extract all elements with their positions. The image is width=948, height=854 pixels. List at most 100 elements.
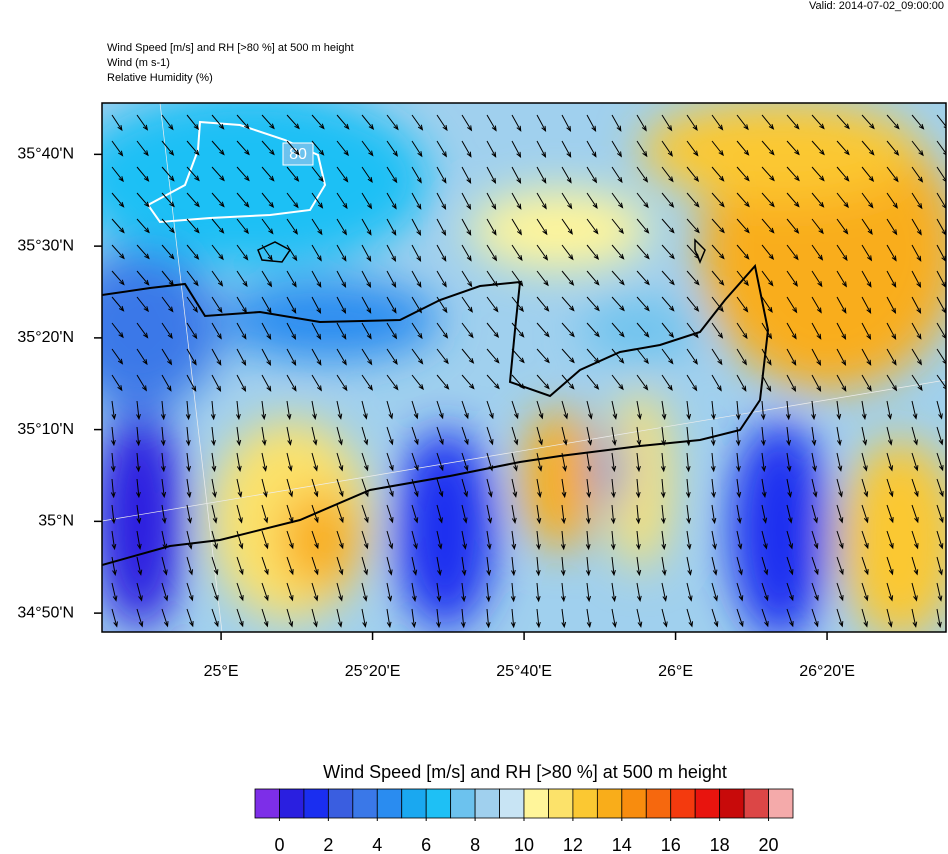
wind-arrow xyxy=(911,270,922,288)
wind-arrow xyxy=(161,348,173,366)
wind-arrow xyxy=(161,166,175,182)
wind-arrow xyxy=(136,504,142,525)
wind-arrow xyxy=(286,608,294,628)
wind-arrow xyxy=(836,296,847,314)
wind-arrow xyxy=(361,322,372,340)
wind-arrow xyxy=(811,530,819,550)
wind-arrow xyxy=(436,348,449,365)
wind-arrow xyxy=(611,582,617,603)
wind-arrow xyxy=(361,296,372,314)
wind-arrow xyxy=(536,530,541,551)
wind-arrow xyxy=(710,452,716,473)
wind-arrow xyxy=(636,140,648,158)
wind-arrow xyxy=(461,400,469,420)
wind-arrow xyxy=(886,218,898,236)
wind-arrow xyxy=(361,218,372,236)
wind-arrow xyxy=(786,530,794,550)
wind-arrow xyxy=(361,192,373,210)
wind-arrow xyxy=(561,140,572,158)
wind-arrow xyxy=(886,582,894,602)
wind-arrow xyxy=(536,322,550,338)
wind-arrow xyxy=(261,608,269,628)
wind-arrow xyxy=(511,452,518,472)
wind-arrow xyxy=(411,114,424,131)
wind-arrow xyxy=(236,348,247,366)
wind-arrow xyxy=(510,582,516,603)
wind-arrow xyxy=(436,582,442,603)
wind-arrow xyxy=(211,322,222,340)
wind-arrow xyxy=(436,166,447,184)
wind-arrow xyxy=(486,504,493,524)
wind-arrow xyxy=(136,296,149,313)
wind-arrow xyxy=(461,166,472,184)
wind-arrow xyxy=(711,556,718,576)
wind-arrow xyxy=(611,114,622,132)
wind-arrow xyxy=(711,296,724,313)
wind-arrow xyxy=(936,608,942,628)
wind-arrow xyxy=(661,270,675,286)
wind-arrow xyxy=(161,218,175,234)
wind-arrow xyxy=(386,452,394,472)
wind-arrow xyxy=(236,400,241,421)
wind-arrow xyxy=(886,270,897,288)
wind-arrow xyxy=(286,166,300,182)
wind-arrow xyxy=(561,244,574,261)
wind-arrow xyxy=(286,218,298,235)
wind-arrow xyxy=(536,348,550,364)
x-tick-label: 26°E xyxy=(658,663,693,680)
wind-arrow xyxy=(761,452,767,473)
wind-arrow xyxy=(211,452,217,473)
wind-arrow xyxy=(636,296,650,312)
wind-arrow xyxy=(561,348,575,364)
wind-arrow xyxy=(736,374,747,392)
wind-arrow xyxy=(211,374,222,392)
wind-arrow xyxy=(610,504,616,525)
wind-arrow xyxy=(136,218,150,234)
wind-arrow xyxy=(486,140,497,158)
wind-arrow xyxy=(686,166,700,183)
wind-arrow xyxy=(811,270,823,288)
wind-arrow xyxy=(461,478,469,498)
wind-arrow xyxy=(735,400,741,421)
wind-arrow xyxy=(236,218,249,235)
wind-arrow xyxy=(386,244,397,263)
wind-arrow xyxy=(136,608,144,628)
wind-arrow xyxy=(636,374,649,391)
colorbar-tick-label: 20 xyxy=(759,835,779,854)
wind-arrow xyxy=(111,166,124,183)
wind-arrow xyxy=(160,452,166,473)
wind-arrow xyxy=(836,270,847,288)
wind-arrow xyxy=(686,270,700,286)
wind-arrow xyxy=(836,348,847,366)
colorbar-tick-label: 14 xyxy=(612,835,632,854)
wind-arrow xyxy=(586,400,593,420)
wind-arrow xyxy=(411,192,422,210)
wind-arrow xyxy=(236,426,242,447)
wind-arrow xyxy=(261,556,269,576)
wind-arrow xyxy=(311,582,319,602)
wind-arrow xyxy=(686,348,698,365)
wind-arrow xyxy=(861,114,875,130)
wind-arrow xyxy=(586,426,593,446)
wind-arrow xyxy=(586,140,597,158)
wind-arrow xyxy=(211,166,225,182)
wind-arrow xyxy=(261,166,275,182)
wind-arrow xyxy=(586,192,598,209)
wind-arrow xyxy=(185,400,191,421)
wind-arrow xyxy=(561,504,566,525)
colorbar-tick-label: 2 xyxy=(323,835,333,854)
wind-arrow xyxy=(811,608,819,628)
wind-arrow xyxy=(161,556,168,576)
wind-arrow xyxy=(811,426,817,447)
wind-arrow xyxy=(411,348,424,365)
wind-arrow xyxy=(786,322,797,340)
wind-arrow xyxy=(686,192,700,208)
wind-arrow xyxy=(911,140,924,157)
wind-arrow xyxy=(461,322,474,339)
wind-arrow xyxy=(486,556,492,577)
wind-arrow xyxy=(886,400,892,420)
wind-arrow xyxy=(761,478,767,499)
colorbar-tick-label: 10 xyxy=(514,835,534,854)
wind-arrow xyxy=(786,140,800,156)
wind-arrow xyxy=(461,504,468,524)
